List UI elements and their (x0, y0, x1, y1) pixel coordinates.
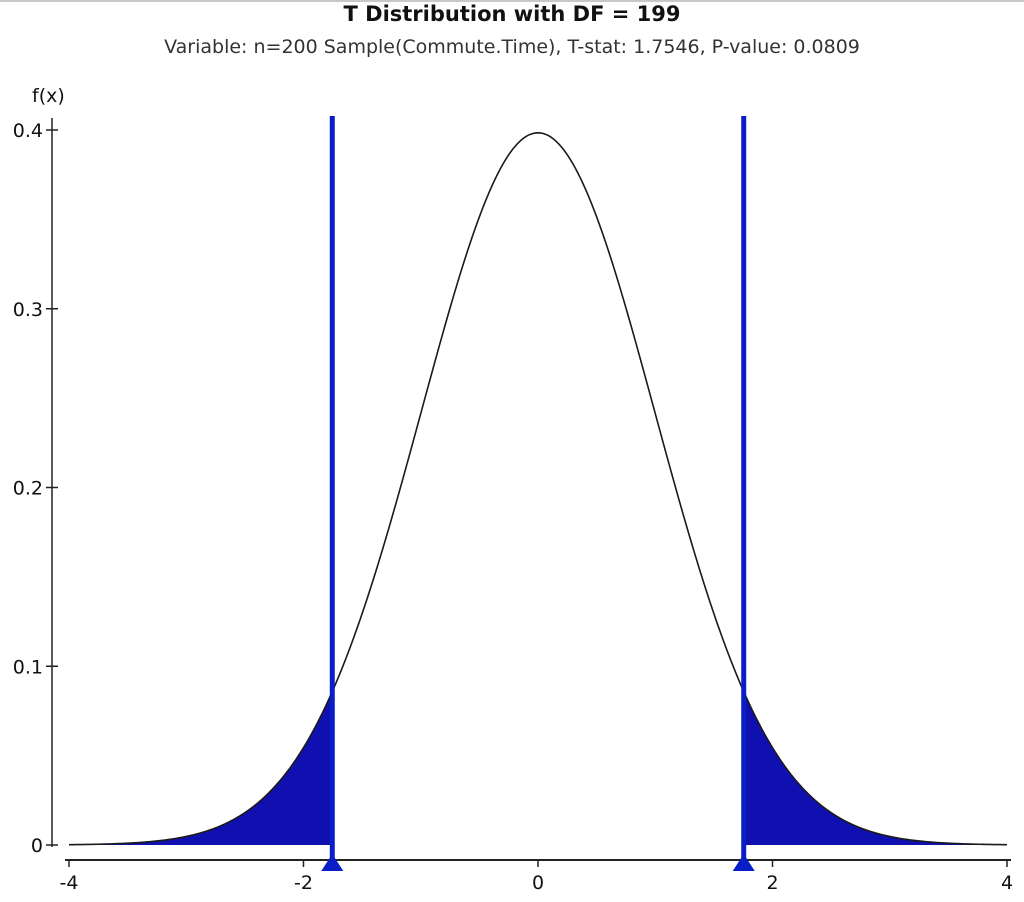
left-drag-handle-icon[interactable] (321, 854, 344, 871)
right-critical-line[interactable] (741, 116, 747, 860)
y-tick-label: 0.2 (13, 478, 43, 500)
left-tail-region (69, 691, 333, 845)
window-top-border (0, 0, 1024, 2)
x-tick-label: -2 (294, 872, 313, 894)
left-critical-line[interactable] (329, 116, 335, 860)
x-tick-label: 0 (532, 872, 544, 894)
p-value-regions (69, 691, 1007, 845)
y-tick-label: 0 (31, 835, 43, 857)
critical-lines (321, 116, 755, 871)
chart-subtitle: Variable: n=200 Sample(Commute.Time), T-… (164, 36, 860, 58)
y-tick-label: 0.4 (13, 120, 43, 142)
right-drag-handle-icon[interactable] (732, 854, 755, 871)
y-tick-label: 0.1 (13, 656, 43, 678)
tick-labels: -4 -2 0 2 4 0 0.1 0.2 0.3 0.4 (13, 120, 1013, 894)
x-tick-label: 4 (1001, 872, 1013, 894)
axes (46, 118, 1011, 867)
density-curve (68, 131, 1008, 846)
x-tick-label: 2 (766, 872, 778, 894)
x-tick-label: -4 (60, 872, 79, 894)
chart-title: T Distribution with DF = 199 (343, 2, 681, 26)
right-tail-region (743, 691, 1007, 845)
y-tick-label: 0.3 (13, 299, 43, 321)
y-axis-label: f(x) (32, 85, 65, 107)
